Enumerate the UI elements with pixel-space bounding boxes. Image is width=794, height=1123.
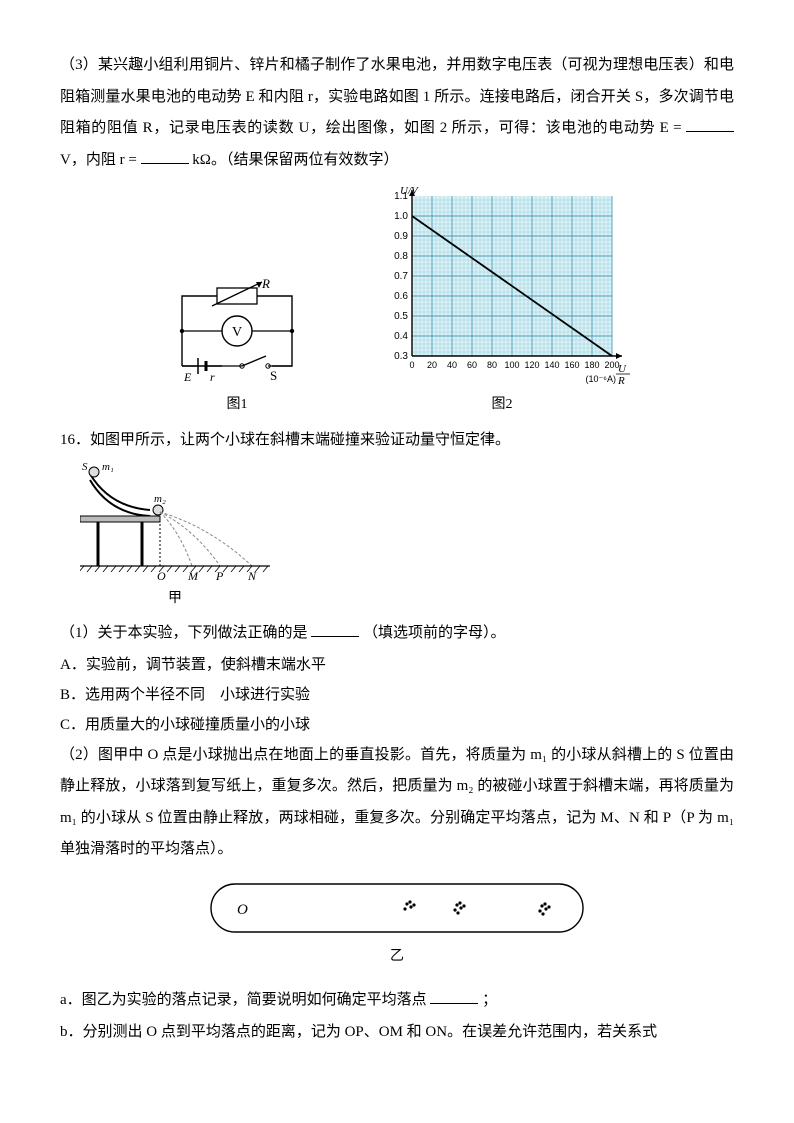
q15-part3b: V，内阻 r = — [60, 152, 141, 168]
svg-text:V: V — [232, 325, 242, 340]
q16-stem: 16．如图甲所示，让两个小球在斜槽末端碰撞来验证动量守恒定律。 — [60, 425, 734, 457]
svg-text:S: S — [270, 368, 277, 383]
blank-method[interactable] — [430, 988, 478, 1004]
svg-text:0.6: 0.6 — [394, 291, 408, 302]
svg-text:m₁: m₁ — [102, 462, 114, 473]
svg-text:0: 0 — [409, 360, 414, 370]
svg-text:20: 20 — [427, 360, 437, 370]
q16-a-text: a．图乙为实验的落点记录，简要说明如何确定平均落点 — [60, 992, 427, 1008]
option-b: B．选用两个半径不同 小球进行实验 — [60, 680, 734, 710]
q15-part3a: （3）某兴趣小组利用铜片、锌片和橘子制作了水果电池，并用数字电压表（可视为理想电… — [60, 57, 734, 136]
svg-text:E: E — [183, 370, 192, 384]
svg-text:R: R — [617, 375, 625, 386]
svg-text:r: r — [210, 370, 215, 384]
svg-text:(10⁻⁶A): (10⁻⁶A) — [586, 374, 616, 384]
svg-text:R: R — [261, 276, 270, 291]
q16-part1-text: （1）关于本实验，下列做法正确的是 — [60, 625, 308, 641]
svg-text:0.3: 0.3 — [394, 351, 408, 362]
svg-text:0.9: 0.9 — [394, 231, 408, 242]
svg-text:0.8: 0.8 — [394, 251, 408, 262]
q16-a-tail: ； — [482, 992, 497, 1008]
svg-text:80: 80 — [487, 360, 497, 370]
svg-text:0.7: 0.7 — [394, 271, 408, 282]
q15-part3c: kΩ。（结果保留两位有效数字） — [192, 152, 398, 168]
svg-text:120: 120 — [524, 360, 539, 370]
svg-text:N: N — [247, 569, 257, 582]
svg-text:180: 180 — [584, 360, 599, 370]
q16-part1-tail: （填选项前的字母）。 — [363, 625, 506, 641]
fig1-col: R V E r S 图1 — [162, 276, 312, 419]
svg-text:S: S — [82, 462, 88, 473]
svg-text:O: O — [237, 902, 248, 918]
svg-text:60: 60 — [467, 360, 477, 370]
uv-chart: 0.30.40.50.60.70.80.91.01.1 020406080100… — [372, 186, 632, 386]
blank-emf[interactable] — [686, 116, 734, 132]
svg-text:P: P — [215, 569, 224, 582]
blank-r[interactable] — [141, 148, 189, 164]
fig2-caption: 图2 — [492, 390, 513, 419]
option-a: A．实验前，调节装置，使斜槽末端水平 — [60, 650, 734, 680]
svg-text:140: 140 — [544, 360, 559, 370]
svg-text:O: O — [157, 569, 166, 582]
circuit-diagram: R V E r S — [162, 276, 312, 386]
option-c: C．用质量大的小球碰撞质量小的小球 — [60, 710, 734, 740]
svg-text:U: U — [618, 363, 627, 375]
yi-caption: 乙 — [390, 942, 404, 971]
fig-yi: O — [207, 880, 587, 940]
svg-text:M: M — [187, 569, 199, 582]
q16-b: b．分别测出 O 点到平均落点的距离，记为 OP、OM 和 ON。在误差允许范围… — [60, 1017, 734, 1049]
fig-jia: S m₁ m₂ O M P N — [80, 462, 270, 582]
svg-text:40: 40 — [447, 360, 457, 370]
options: A．实验前，调节装置，使斜槽末端水平 B．选用两个半径不同 小球进行实验 C．用… — [60, 650, 734, 740]
svg-text:1.0: 1.0 — [394, 211, 408, 222]
jia-caption: 甲 — [168, 584, 182, 613]
figures-row: R V E r S 图1 — [60, 186, 734, 419]
svg-text:100: 100 — [504, 360, 519, 370]
fig-jia-wrap: S m₁ m₂ O M P N 甲 — [80, 462, 734, 613]
svg-text:0.4: 0.4 — [394, 331, 408, 342]
q16-part2: （2）图甲中 O 点是小球抛出点在地面上的垂直投影。首先，将质量为 m₁ 的小球… — [60, 740, 734, 866]
svg-text:0.5: 0.5 — [394, 311, 408, 322]
fig-yi-wrap: O 乙 — [60, 880, 734, 971]
svg-text:m₂: m₂ — [154, 493, 166, 505]
svg-text:160: 160 — [564, 360, 579, 370]
q15-part3-text: （3）某兴趣小组利用铜片、锌片和橘子制作了水果电池，并用数字电压表（可视为理想电… — [60, 50, 734, 176]
fig1-caption: 图1 — [227, 390, 248, 419]
fig2-col: 0.30.40.50.60.70.80.91.01.1 020406080100… — [372, 186, 632, 419]
blank-option[interactable] — [311, 621, 359, 637]
q16-part1: （1）关于本实验，下列做法正确的是 （填选项前的字母）。 — [60, 618, 734, 650]
q16-a: a．图乙为实验的落点记录，简要说明如何确定平均落点 ； — [60, 985, 734, 1017]
svg-text:U/V: U/V — [400, 186, 419, 197]
